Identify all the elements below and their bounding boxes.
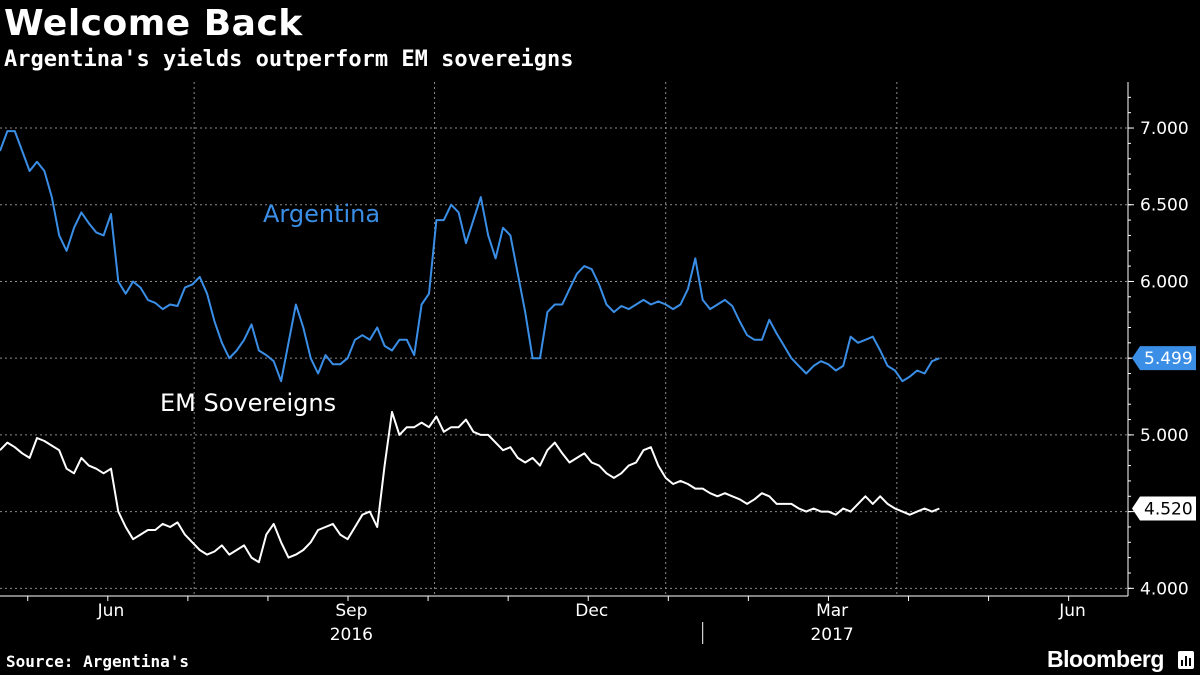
series-label-argentina: Argentina — [263, 200, 380, 228]
x-tick-label: Jun — [1058, 601, 1086, 621]
series-label-em-sovereigns: EM Sovereigns — [160, 389, 336, 417]
last-value-label: 4.520 — [1144, 500, 1193, 520]
x-tick-label: Dec — [575, 601, 608, 621]
chart-title: Welcome Back — [4, 3, 303, 44]
y-tick-label: 5.000 — [1140, 426, 1189, 446]
x-year-label: 2016 — [330, 625, 373, 645]
last-value-label: 5.499 — [1144, 349, 1193, 369]
gridlines — [0, 82, 1128, 596]
y-tick-label: 7.000 — [1140, 119, 1189, 139]
x-year-label: 2017 — [810, 625, 853, 645]
x-tick-label: Jun — [97, 601, 125, 621]
last-value-callout: 5.499 — [1132, 346, 1196, 371]
y-tick-label: 6.500 — [1140, 196, 1189, 216]
chart-subtitle: Argentina's yields outperform EM soverei… — [4, 47, 574, 72]
axes — [0, 82, 1134, 644]
source-note: Source: Argentina's — [6, 652, 190, 671]
bloomberg-terminal-icon — [1178, 651, 1194, 669]
series-labels: Argentina EM Sovereigns 5.499 4.520 — [160, 200, 1196, 521]
x-tick-label: Mar — [816, 601, 848, 621]
series-line-argentina — [0, 130, 940, 383]
brand-logo: Bloomberg — [1047, 646, 1164, 672]
last-value-callout: 4.520 — [1132, 496, 1196, 521]
y-tick-label: 4.000 — [1140, 579, 1189, 599]
series-line-em-sovereigns — [0, 410, 940, 564]
last-value-badge — [1132, 496, 1196, 521]
series-lines — [0, 130, 940, 564]
y-tick-label: 6.000 — [1140, 272, 1189, 292]
tick-labels: 7.0006.5006.0005.5005.0004.5004.000JunSe… — [97, 119, 1189, 645]
x-tick-label: Sep — [335, 601, 367, 621]
last-value-badge — [1132, 346, 1196, 371]
